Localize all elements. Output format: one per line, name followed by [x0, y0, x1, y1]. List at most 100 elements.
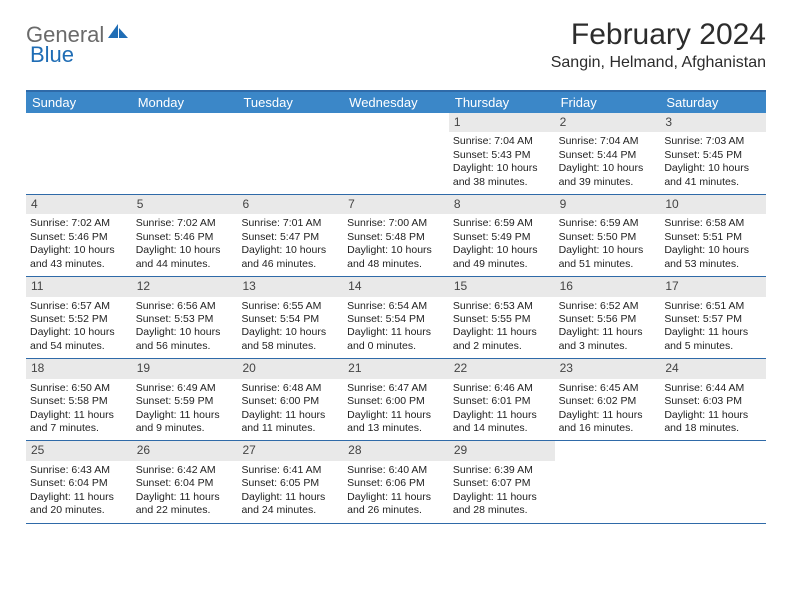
day-line: and 5 minutes. — [664, 340, 762, 353]
day-line: Sunset: 5:46 PM — [136, 231, 234, 244]
day-cell: 23Sunrise: 6:45 AMSunset: 6:02 PMDayligh… — [555, 359, 661, 440]
day-line: Daylight: 11 hours — [664, 409, 762, 422]
day-body: Sunrise: 6:54 AMSunset: 5:54 PMDaylight:… — [343, 297, 449, 359]
day-line: Daylight: 10 hours — [241, 326, 339, 339]
day-line: and 38 minutes. — [453, 176, 551, 189]
day-line: and 54 minutes. — [30, 340, 128, 353]
day-number: 16 — [555, 277, 661, 296]
day-line: Sunset: 6:04 PM — [30, 477, 128, 490]
day-line: Sunset: 6:04 PM — [136, 477, 234, 490]
day-line: and 48 minutes. — [347, 258, 445, 271]
day-line: Sunrise: 7:04 AM — [453, 135, 551, 148]
day-line: and 24 minutes. — [241, 504, 339, 517]
day-line: and 9 minutes. — [136, 422, 234, 435]
weekday-header: Thursday — [449, 92, 555, 113]
day-line: Sunrise: 6:42 AM — [136, 464, 234, 477]
page-title: February 2024 — [551, 18, 766, 52]
day-line: and 44 minutes. — [136, 258, 234, 271]
day-body: Sunrise: 6:52 AMSunset: 5:56 PMDaylight:… — [555, 297, 661, 359]
day-body: Sunrise: 7:04 AMSunset: 5:43 PMDaylight:… — [449, 132, 555, 194]
day-line: Sunrise: 6:48 AM — [241, 382, 339, 395]
day-line: Daylight: 10 hours — [664, 162, 762, 175]
day-cell — [343, 113, 449, 194]
day-line: Sunrise: 6:45 AM — [559, 382, 657, 395]
day-body: Sunrise: 6:45 AMSunset: 6:02 PMDaylight:… — [555, 379, 661, 441]
day-line: Sunrise: 6:40 AM — [347, 464, 445, 477]
day-line: Sunset: 5:46 PM — [30, 231, 128, 244]
calendar-page: General February 2024 Sangin, Helmand, A… — [0, 0, 792, 540]
day-cell: 19Sunrise: 6:49 AMSunset: 5:59 PMDayligh… — [132, 359, 238, 440]
day-number: 17 — [660, 277, 766, 296]
day-body: Sunrise: 7:02 AMSunset: 5:46 PMDaylight:… — [26, 214, 132, 276]
day-line: Daylight: 11 hours — [453, 326, 551, 339]
day-cell: 9Sunrise: 6:59 AMSunset: 5:50 PMDaylight… — [555, 195, 661, 276]
day-line: and 0 minutes. — [347, 340, 445, 353]
day-line: Sunset: 5:54 PM — [241, 313, 339, 326]
day-number: 9 — [555, 195, 661, 214]
day-line: and 11 minutes. — [241, 422, 339, 435]
day-cell: 28Sunrise: 6:40 AMSunset: 6:06 PMDayligh… — [343, 441, 449, 522]
day-line: Sunset: 5:52 PM — [30, 313, 128, 326]
day-line: Daylight: 10 hours — [30, 326, 128, 339]
day-body: Sunrise: 6:51 AMSunset: 5:57 PMDaylight:… — [660, 297, 766, 359]
day-body: Sunrise: 6:50 AMSunset: 5:58 PMDaylight:… — [26, 379, 132, 441]
day-line: Sunset: 5:49 PM — [453, 231, 551, 244]
day-line: Sunrise: 6:52 AM — [559, 300, 657, 313]
day-line: Sunrise: 7:01 AM — [241, 217, 339, 230]
title-block: February 2024 Sangin, Helmand, Afghanist… — [551, 18, 766, 72]
weekday-header: Friday — [555, 92, 661, 113]
day-number: 27 — [237, 441, 343, 460]
day-line: and 39 minutes. — [559, 176, 657, 189]
day-line: Sunset: 6:07 PM — [453, 477, 551, 490]
day-body: Sunrise: 6:53 AMSunset: 5:55 PMDaylight:… — [449, 297, 555, 359]
day-line: Sunset: 5:57 PM — [664, 313, 762, 326]
day-line: Daylight: 10 hours — [453, 162, 551, 175]
day-line: Daylight: 10 hours — [559, 162, 657, 175]
week-row: 1Sunrise: 7:04 AMSunset: 5:43 PMDaylight… — [26, 113, 766, 195]
day-number: 13 — [237, 277, 343, 296]
day-body: Sunrise: 6:43 AMSunset: 6:04 PMDaylight:… — [26, 461, 132, 523]
day-line: Daylight: 11 hours — [453, 491, 551, 504]
day-line: Sunrise: 6:49 AM — [136, 382, 234, 395]
day-line: and 46 minutes. — [241, 258, 339, 271]
day-cell: 12Sunrise: 6:56 AMSunset: 5:53 PMDayligh… — [132, 277, 238, 358]
day-line: Sunrise: 6:51 AM — [664, 300, 762, 313]
day-cell: 1Sunrise: 7:04 AMSunset: 5:43 PMDaylight… — [449, 113, 555, 194]
day-cell: 25Sunrise: 6:43 AMSunset: 6:04 PMDayligh… — [26, 441, 132, 522]
day-number: 19 — [132, 359, 238, 378]
day-line: Sunrise: 7:03 AM — [664, 135, 762, 148]
day-number: 8 — [449, 195, 555, 214]
day-line: Sunset: 5:43 PM — [453, 149, 551, 162]
day-cell: 3Sunrise: 7:03 AMSunset: 5:45 PMDaylight… — [660, 113, 766, 194]
day-number: 23 — [555, 359, 661, 378]
day-line: Daylight: 10 hours — [664, 244, 762, 257]
day-line: Sunrise: 7:02 AM — [30, 217, 128, 230]
day-line: Daylight: 10 hours — [136, 244, 234, 257]
day-line: and 18 minutes. — [664, 422, 762, 435]
day-line: Sunrise: 6:41 AM — [241, 464, 339, 477]
day-line: Daylight: 10 hours — [241, 244, 339, 257]
day-cell — [555, 441, 661, 522]
day-cell: 8Sunrise: 6:59 AMSunset: 5:49 PMDaylight… — [449, 195, 555, 276]
day-body: Sunrise: 6:49 AMSunset: 5:59 PMDaylight:… — [132, 379, 238, 441]
day-cell: 16Sunrise: 6:52 AMSunset: 5:56 PMDayligh… — [555, 277, 661, 358]
day-line: Sunrise: 6:59 AM — [453, 217, 551, 230]
day-line: Daylight: 11 hours — [136, 409, 234, 422]
day-line: Sunrise: 6:59 AM — [559, 217, 657, 230]
day-number: 28 — [343, 441, 449, 460]
day-line: Sunset: 6:05 PM — [241, 477, 339, 490]
day-cell: 26Sunrise: 6:42 AMSunset: 6:04 PMDayligh… — [132, 441, 238, 522]
day-cell: 22Sunrise: 6:46 AMSunset: 6:01 PMDayligh… — [449, 359, 555, 440]
day-number: 3 — [660, 113, 766, 132]
day-line: Daylight: 11 hours — [347, 491, 445, 504]
day-cell — [660, 441, 766, 522]
day-cell: 6Sunrise: 7:01 AMSunset: 5:47 PMDaylight… — [237, 195, 343, 276]
day-cell: 13Sunrise: 6:55 AMSunset: 5:54 PMDayligh… — [237, 277, 343, 358]
day-number: 5 — [132, 195, 238, 214]
day-body: Sunrise: 7:03 AMSunset: 5:45 PMDaylight:… — [660, 132, 766, 194]
day-body: Sunrise: 6:46 AMSunset: 6:01 PMDaylight:… — [449, 379, 555, 441]
day-body: Sunrise: 6:44 AMSunset: 6:03 PMDaylight:… — [660, 379, 766, 441]
week-row: 25Sunrise: 6:43 AMSunset: 6:04 PMDayligh… — [26, 441, 766, 523]
day-number: 11 — [26, 277, 132, 296]
day-line: Sunset: 5:45 PM — [664, 149, 762, 162]
